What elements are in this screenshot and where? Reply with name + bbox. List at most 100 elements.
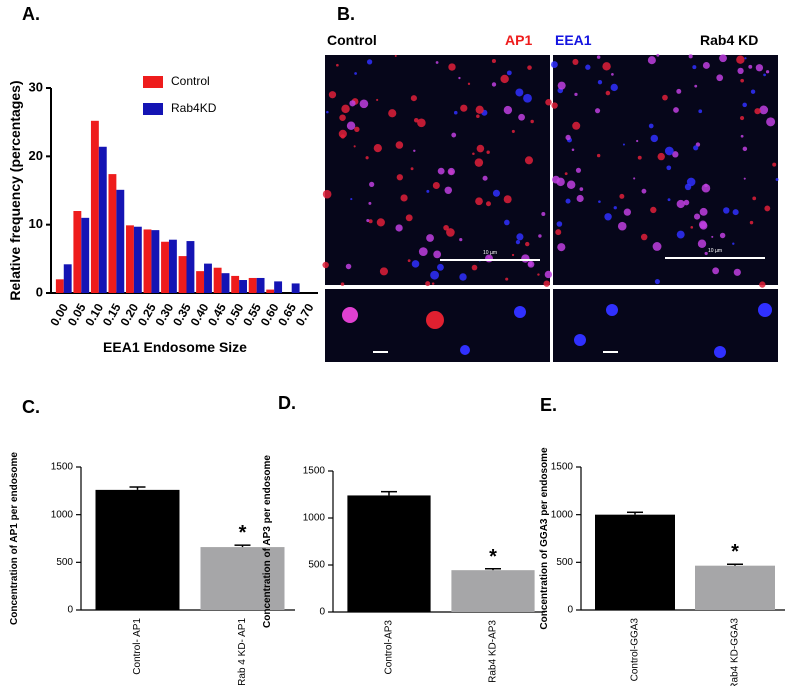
speckle [459, 273, 467, 281]
speckle [750, 89, 756, 94]
y-tick-label: 500 [56, 557, 73, 568]
speckle [341, 104, 350, 114]
speckle [413, 149, 416, 152]
y-tick-label: 0 [36, 284, 43, 299]
speckle [328, 91, 337, 99]
speckle [460, 104, 468, 112]
speckle [683, 199, 690, 206]
speckle [369, 181, 375, 187]
micrographs [322, 53, 779, 362]
y-tick-label: 1500 [551, 462, 574, 473]
speckle [711, 235, 714, 238]
speckle [650, 134, 659, 143]
legend-swatch [143, 103, 163, 115]
bar [186, 241, 195, 293]
speckle [486, 150, 490, 154]
bar [239, 280, 247, 293]
speckle [511, 129, 515, 133]
speckle [395, 224, 403, 232]
speckle [654, 278, 660, 285]
y-axis-label: Relative frequency (percentages) [7, 80, 23, 300]
speckle [426, 234, 434, 242]
speckle [527, 65, 532, 70]
speckle [431, 282, 435, 285]
speckle [467, 82, 471, 86]
speckle [765, 70, 770, 74]
panel-label: B. [337, 4, 355, 24]
speckle [345, 263, 352, 270]
speckle [435, 61, 439, 64]
speckle [742, 102, 747, 108]
bar [98, 146, 107, 293]
channel-label: AP1 [505, 32, 532, 48]
micrograph [325, 55, 550, 285]
speckle [764, 205, 771, 212]
speckle [598, 200, 601, 203]
speckle [759, 281, 766, 288]
speckle [395, 141, 404, 149]
speckle [437, 167, 445, 175]
speckle [545, 99, 552, 106]
x-tick-label: Rab 4 KD- AP1 [237, 618, 248, 686]
panel-label: C. [22, 397, 40, 417]
speckle [523, 93, 532, 103]
speckle [365, 156, 369, 160]
speckle [451, 132, 457, 138]
speckle [752, 196, 757, 201]
speckle [596, 55, 601, 59]
speckle [453, 110, 458, 115]
image-label: Rab4 KD [700, 32, 758, 48]
speckle [474, 158, 484, 167]
speckle [656, 53, 660, 57]
speckle [418, 247, 428, 257]
y-tick-label: 500 [556, 557, 573, 568]
speckle [491, 82, 497, 87]
speckle [772, 162, 777, 167]
speckle [693, 145, 699, 151]
speckle [714, 346, 726, 358]
speckle [732, 209, 739, 216]
bar [204, 263, 212, 293]
x-tick-label: Control-AP3 [384, 620, 395, 675]
significance-marker: * [489, 546, 497, 568]
x-axis-label: EEA1 Endosome Size [103, 339, 247, 355]
speckle [737, 67, 744, 75]
speckle [459, 238, 463, 242]
speckle [471, 264, 478, 271]
speckle [516, 233, 524, 241]
bar [126, 225, 134, 293]
speckle [693, 213, 701, 220]
speckle [684, 183, 692, 191]
speckle [672, 151, 679, 158]
speckle [446, 228, 455, 237]
speckle [719, 54, 727, 63]
speckle [485, 201, 491, 207]
bar [221, 273, 230, 293]
speckle [433, 250, 442, 259]
speckle [354, 72, 357, 75]
speckle [571, 148, 575, 152]
speckle [541, 212, 546, 217]
bar [451, 570, 535, 612]
speckle [476, 144, 485, 153]
speckle [551, 102, 558, 109]
speckle [613, 206, 617, 210]
bar [108, 174, 117, 293]
speckle [447, 167, 455, 176]
speckle [744, 57, 747, 60]
speckle [342, 307, 358, 323]
bar [161, 241, 169, 293]
speckle [425, 281, 431, 287]
speckle [506, 70, 512, 76]
speckle [759, 105, 769, 115]
speckle [505, 277, 509, 281]
speckle [503, 105, 513, 115]
channel-label: EEA1 [555, 32, 592, 48]
speckle [652, 242, 662, 251]
bar [81, 217, 90, 293]
bar [151, 230, 160, 293]
panel-label: E. [540, 395, 557, 415]
speckle [610, 83, 618, 92]
speckle [514, 306, 526, 318]
